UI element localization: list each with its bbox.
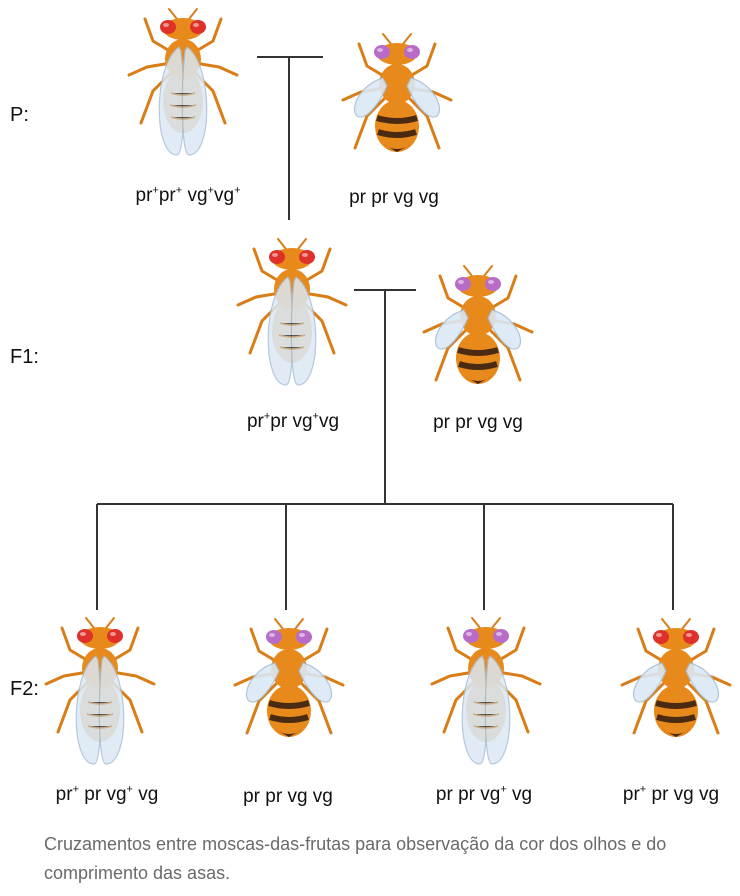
genotype-f2-3: pr pr vg+ vg bbox=[435, 783, 533, 805]
genotype-f1-right: pr pr vg vg bbox=[433, 412, 523, 433]
fly-f1-left bbox=[232, 235, 352, 400]
fly-f1-right bbox=[418, 262, 538, 403]
figure-caption: Cruzamentos entre moscas-das-frutas para… bbox=[44, 834, 667, 883]
fly-p-left bbox=[123, 5, 243, 170]
fly-f2-2 bbox=[229, 615, 349, 756]
genotype-f2-1: pr+ pr vg+ vg bbox=[55, 783, 159, 805]
genotype-p-right: pr pr vg vg bbox=[349, 187, 439, 208]
fly-p-right bbox=[337, 30, 457, 171]
generation-label-f2: F2: bbox=[10, 678, 39, 700]
fly-f2-3 bbox=[426, 614, 546, 779]
fly-f2-4 bbox=[616, 615, 736, 756]
fly-f2-1 bbox=[40, 614, 160, 779]
genotype-f2-4: pr+ pr vg vg bbox=[622, 783, 720, 805]
genotype-f2-2: pr pr vg vg bbox=[243, 786, 333, 807]
genotype-f1-left: pr+pr vg+vg bbox=[246, 410, 340, 432]
genotype-p-left: pr+pr+ vg+vg+ bbox=[135, 184, 241, 206]
generation-label-p: P: bbox=[10, 104, 29, 126]
generation-label-f1: F1: bbox=[10, 346, 39, 368]
